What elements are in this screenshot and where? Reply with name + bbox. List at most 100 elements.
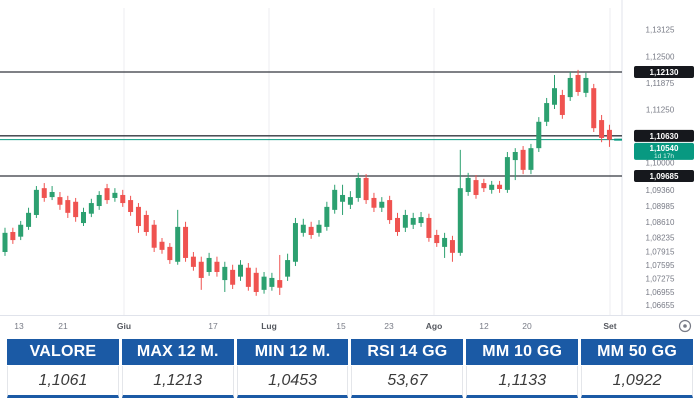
settings-gear-icon[interactable] bbox=[678, 319, 692, 333]
candle-body bbox=[230, 269, 236, 285]
candle-body bbox=[355, 177, 361, 198]
month-label: Ago bbox=[426, 321, 443, 331]
column-header: MAX 12 M. bbox=[121, 339, 234, 365]
price-tick-label: 1,06655 bbox=[646, 301, 675, 310]
candle-body bbox=[112, 192, 118, 198]
candle-body bbox=[473, 180, 479, 195]
candle-body bbox=[41, 188, 47, 198]
candle-body bbox=[245, 267, 251, 287]
candle-body bbox=[528, 148, 534, 170]
column-value: 1,0922 bbox=[581, 366, 693, 398]
candle-body bbox=[489, 184, 495, 190]
day-label: 12 bbox=[479, 321, 489, 331]
column-header: MM 10 GG bbox=[466, 339, 579, 365]
price-level-badge-label: 1,12130 bbox=[650, 68, 679, 77]
candle-body bbox=[418, 217, 424, 224]
day-label: 20 bbox=[522, 321, 532, 331]
candle-body bbox=[104, 188, 110, 201]
candle-body bbox=[88, 203, 94, 214]
price-tick-label: 1,10000 bbox=[646, 159, 675, 168]
price-tick-label: 1,12500 bbox=[646, 52, 675, 61]
candle-body bbox=[583, 77, 589, 93]
price-tick-label: 1,11250 bbox=[646, 105, 675, 114]
candle-body bbox=[308, 226, 314, 235]
column-header: VALORE bbox=[7, 339, 119, 365]
table-column-valore: VALORE 1,1061 bbox=[7, 339, 119, 400]
candle-body bbox=[73, 201, 79, 218]
candle-body bbox=[292, 223, 298, 262]
candle-body bbox=[324, 206, 330, 227]
day-label: 23 bbox=[384, 321, 394, 331]
table-column-max-12m: MAX 12 M. 1,1213 bbox=[121, 339, 234, 400]
candle-body bbox=[481, 183, 487, 189]
price-tick-label: 1,07915 bbox=[646, 247, 675, 256]
price-tick-label: 1,09360 bbox=[646, 186, 675, 195]
candle-body bbox=[175, 226, 181, 262]
candle-body bbox=[559, 94, 565, 115]
candle-body bbox=[238, 264, 243, 277]
candle-body bbox=[183, 226, 189, 258]
summary-table: VALORE 1,1061 MAX 12 M. 1,1213 MIN 12 M.… bbox=[0, 339, 700, 400]
month-label: Giu bbox=[117, 321, 131, 331]
column-header: MM 50 GG bbox=[581, 339, 693, 365]
candle-body bbox=[395, 217, 400, 232]
chart-canvas[interactable]: 1,13125 1,12500 1,11875 1,11250 1,10000 1,093… bbox=[0, 0, 700, 338]
candle-body bbox=[261, 276, 267, 290]
candle-body bbox=[49, 191, 55, 198]
month-label: Lug bbox=[261, 321, 277, 331]
candle-body bbox=[497, 184, 503, 190]
candle-body bbox=[18, 224, 24, 237]
candle-body bbox=[316, 224, 322, 233]
candle-body bbox=[363, 177, 369, 201]
candle-body bbox=[81, 211, 86, 224]
candle-body bbox=[285, 260, 291, 277]
column-header: RSI 14 GG bbox=[351, 339, 464, 365]
price-level-badge-label: 1,09685 bbox=[650, 172, 679, 181]
candle-body bbox=[347, 197, 353, 205]
price-tick-label: 1,11875 bbox=[646, 79, 675, 88]
current-price-badge bbox=[634, 142, 694, 160]
table-column-rsi-14gg: RSI 14 GG 53,67 bbox=[351, 339, 464, 400]
candle-body bbox=[457, 188, 463, 253]
candle-body bbox=[151, 224, 157, 248]
candle-body bbox=[65, 200, 71, 213]
candle-body bbox=[567, 77, 573, 98]
price-level-badge bbox=[634, 170, 694, 183]
candle-body bbox=[371, 197, 377, 208]
candle-body bbox=[434, 234, 440, 244]
candle-body bbox=[33, 189, 39, 215]
table-column-mm-50gg: MM 50 GG 1,0922 bbox=[581, 339, 693, 400]
column-value: 1,1061 bbox=[7, 366, 119, 398]
candle-body bbox=[379, 201, 385, 208]
column-value: 1,0453 bbox=[236, 366, 349, 398]
table-column-min-12m: MIN 12 M. 1,0453 bbox=[236, 339, 349, 400]
candle-body bbox=[214, 261, 220, 272]
candle-body bbox=[402, 214, 408, 228]
price-tick-label: 1,08235 bbox=[646, 234, 675, 243]
candle-body bbox=[465, 177, 471, 192]
candle-body bbox=[300, 224, 306, 233]
column-value: 1,1133 bbox=[466, 366, 579, 398]
candle-body bbox=[2, 232, 8, 252]
candle-body bbox=[426, 217, 432, 238]
candle-body bbox=[332, 189, 338, 210]
price-tick-label: 1,08610 bbox=[646, 218, 675, 227]
candle-body bbox=[591, 88, 597, 129]
price-tick-label: 1,06955 bbox=[646, 288, 675, 297]
candle-body bbox=[606, 129, 612, 140]
table-column-mm-10gg: MM 10 GG 1,1133 bbox=[466, 339, 579, 400]
candle-body bbox=[544, 103, 550, 122]
day-label: 13 bbox=[14, 321, 24, 331]
candle-body bbox=[340, 194, 346, 202]
candle-body bbox=[159, 241, 165, 250]
candlestick-chart[interactable]: 1,13125 1,12500 1,11875 1,11250 1,10000 1,093… bbox=[0, 0, 700, 338]
day-label: 15 bbox=[336, 321, 346, 331]
candle-body bbox=[449, 240, 455, 253]
candle-body bbox=[536, 121, 542, 149]
price-tick-label: 1,13125 bbox=[646, 26, 675, 35]
day-label: 21 bbox=[58, 321, 68, 331]
bar-countdown-label: 1d 17h bbox=[654, 153, 674, 160]
column-header: MIN 12 M. bbox=[236, 339, 349, 365]
candle-body bbox=[57, 197, 63, 205]
